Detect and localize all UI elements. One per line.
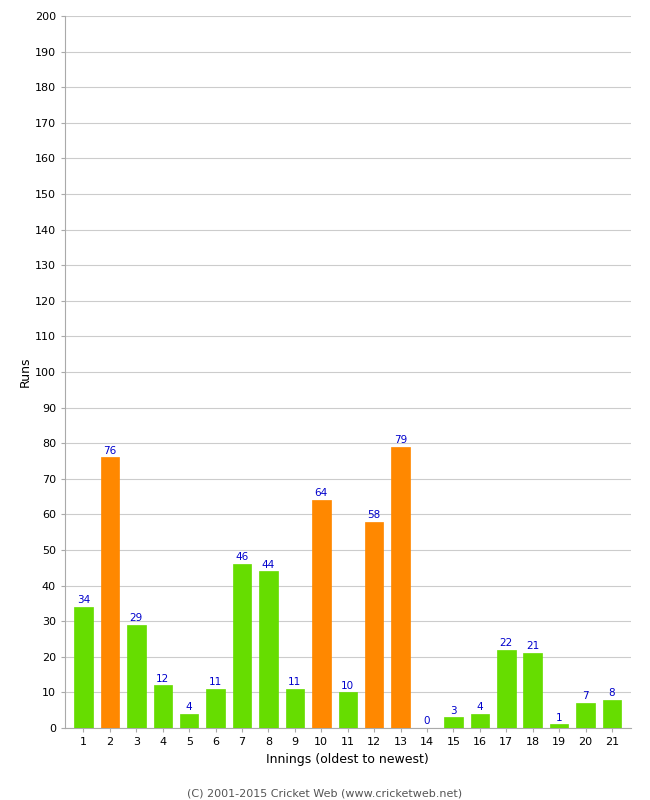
Bar	[207, 689, 225, 728]
Bar	[471, 714, 489, 728]
Bar	[233, 564, 252, 728]
Text: 34: 34	[77, 595, 90, 605]
Text: 12: 12	[156, 674, 170, 683]
Bar	[153, 686, 172, 728]
Text: 21: 21	[526, 642, 540, 651]
Bar	[312, 500, 331, 728]
Bar	[127, 625, 146, 728]
Text: 44: 44	[262, 559, 275, 570]
Text: 4: 4	[186, 702, 192, 712]
Bar	[285, 689, 304, 728]
Bar	[339, 693, 357, 728]
Bar	[603, 699, 621, 728]
Text: 10: 10	[341, 681, 354, 690]
Y-axis label: Runs: Runs	[19, 357, 32, 387]
Bar	[74, 607, 93, 728]
Text: 7: 7	[582, 691, 589, 702]
Text: 0: 0	[424, 715, 430, 726]
Text: 76: 76	[103, 446, 116, 456]
Bar	[550, 725, 568, 728]
Text: 29: 29	[130, 613, 143, 623]
Text: 4: 4	[476, 702, 483, 712]
Text: 46: 46	[235, 553, 249, 562]
Bar	[391, 446, 410, 728]
Bar	[101, 458, 119, 728]
Text: 58: 58	[367, 510, 381, 520]
X-axis label: Innings (oldest to newest): Innings (oldest to newest)	[266, 753, 429, 766]
Bar	[444, 718, 463, 728]
Text: (C) 2001-2015 Cricket Web (www.cricketweb.net): (C) 2001-2015 Cricket Web (www.cricketwe…	[187, 788, 463, 798]
Bar	[365, 522, 384, 728]
Text: 11: 11	[288, 677, 302, 687]
Text: 79: 79	[394, 435, 408, 445]
Bar	[259, 571, 278, 728]
Bar	[180, 714, 198, 728]
Bar	[577, 703, 595, 728]
Text: 22: 22	[500, 638, 513, 648]
Bar	[497, 650, 515, 728]
Text: 64: 64	[315, 488, 328, 498]
Text: 11: 11	[209, 677, 222, 687]
Text: 3: 3	[450, 706, 457, 715]
Text: 1: 1	[556, 713, 562, 722]
Bar	[523, 654, 542, 728]
Text: 8: 8	[608, 688, 616, 698]
